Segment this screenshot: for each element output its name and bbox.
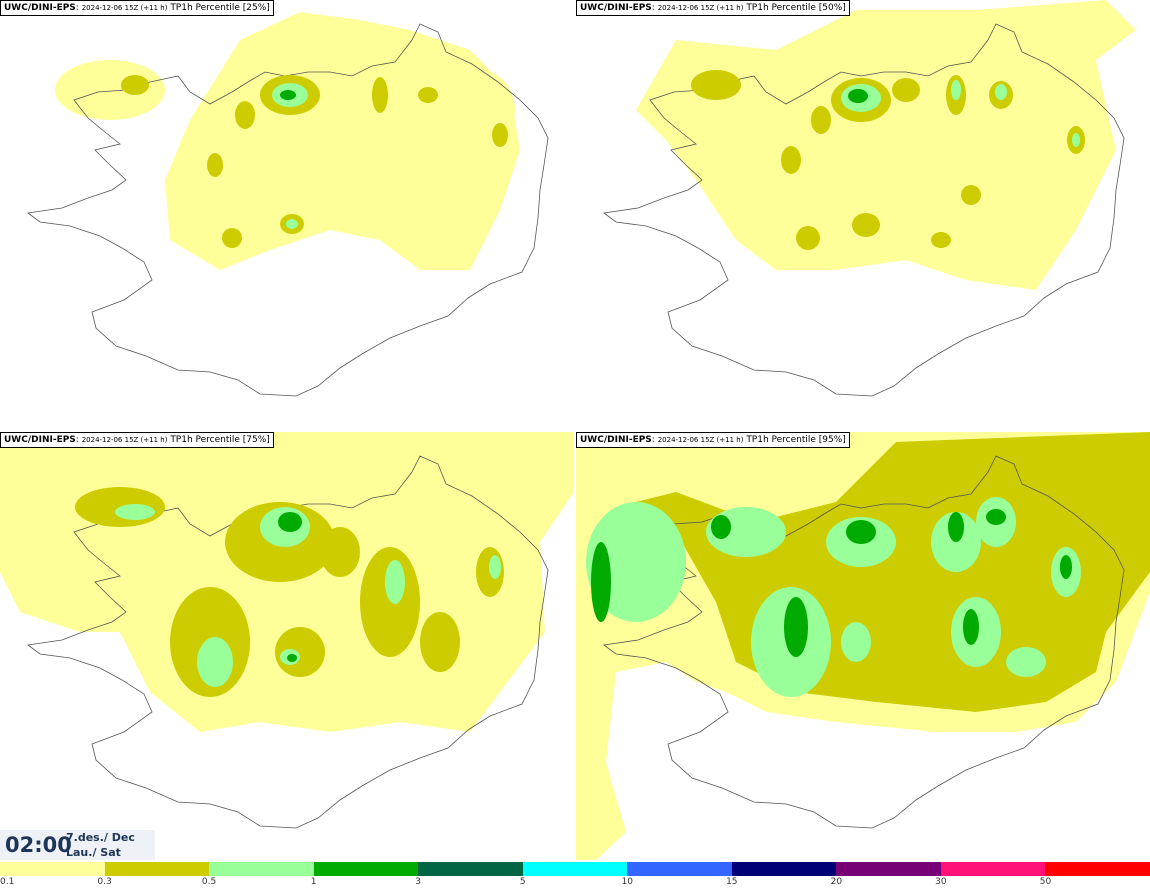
legend-tick-label: 1 <box>310 877 317 887</box>
panel-title: UWC/DINI-EPS: 2024-12-06 15Z (+11 h) TP1… <box>0 0 274 16</box>
precip-map <box>0 432 574 829</box>
legend-tick-label: 0.1 <box>0 877 15 887</box>
legend-swatch <box>627 862 732 876</box>
legend-tick-label: 20 <box>830 877 843 887</box>
panel-title: UWC/DINI-EPS: 2024-12-06 15Z (+11 h) TP1… <box>576 432 850 448</box>
legend-tick-label: 15 <box>726 877 738 887</box>
legend-swatch <box>313 862 419 876</box>
field-name: TP1h Percentile [50%] <box>746 3 846 13</box>
legend-tick-label: 5 <box>519 877 526 887</box>
legend-swatch <box>0 862 105 876</box>
legend-tick-label: 0.5 <box>201 877 217 887</box>
legend-tick-label: 3 <box>415 877 422 887</box>
map-panel-75: UWC/DINI-EPS: 2024-12-06 15Z (+11 h) TP1… <box>0 432 574 860</box>
precip-map <box>603 0 1136 397</box>
model-name: UWC/DINI-EPS <box>4 435 76 445</box>
time-box <box>0 830 155 860</box>
map-panel-50: UWC/DINI-EPS: 2024-12-06 15Z (+11 h) TP1… <box>576 0 1150 428</box>
model-name: UWC/DINI-EPS <box>4 3 76 13</box>
valid-weekday: Lau./ Sat <box>66 846 121 859</box>
precip-map <box>27 12 549 397</box>
panel-title: UWC/DINI-EPS: 2024-12-06 15Z (+11 h) TP1… <box>0 432 274 448</box>
valid-date: 7.des./ Dec <box>66 831 135 844</box>
legend-tick-label: 30 <box>935 877 947 887</box>
legend-swatch <box>418 862 523 876</box>
run-date: 2024-12-06 15Z (+11 h) <box>657 436 744 444</box>
legend-tick-label: 10 <box>621 877 633 887</box>
legend-swatch <box>1045 862 1150 876</box>
legend-swatch <box>522 862 628 876</box>
valid-time: 02:00 <box>5 833 72 857</box>
legend-swatch <box>104 862 210 876</box>
legend-swatch <box>836 862 941 876</box>
precip-map <box>576 432 1150 860</box>
panel-title: UWC/DINI-EPS: 2024-12-06 15Z (+11 h) TP1… <box>576 0 850 16</box>
run-date: 2024-12-06 15Z (+11 h) <box>81 4 168 12</box>
color-legend <box>0 862 1150 876</box>
field-name: TP1h Percentile [25%] <box>170 3 270 13</box>
field-name: TP1h Percentile [95%] <box>746 435 846 445</box>
legend-tick-label: 50 <box>1039 877 1052 887</box>
legend-swatch <box>940 862 1046 876</box>
legend-swatch <box>731 862 837 876</box>
panel-divider <box>574 0 576 860</box>
legend-ticks: 0.1 0.3 0.5 1 3 5 10 15 20 30 50 <box>0 877 1150 891</box>
model-name: UWC/DINI-EPS <box>580 3 652 13</box>
run-date: 2024-12-06 15Z (+11 h) <box>81 436 168 444</box>
map-panel-95: UWC/DINI-EPS: 2024-12-06 15Z (+11 h) TP1… <box>576 432 1150 860</box>
model-name: UWC/DINI-EPS <box>580 435 652 445</box>
legend-swatch <box>209 862 314 876</box>
legend-tick-label: 0.3 <box>97 877 112 887</box>
run-date: 2024-12-06 15Z (+11 h) <box>657 4 744 12</box>
map-panel-25: UWC/DINI-EPS: 2024-12-06 15Z (+11 h) TP1… <box>0 0 574 428</box>
field-name: TP1h Percentile [75%] <box>170 435 270 445</box>
